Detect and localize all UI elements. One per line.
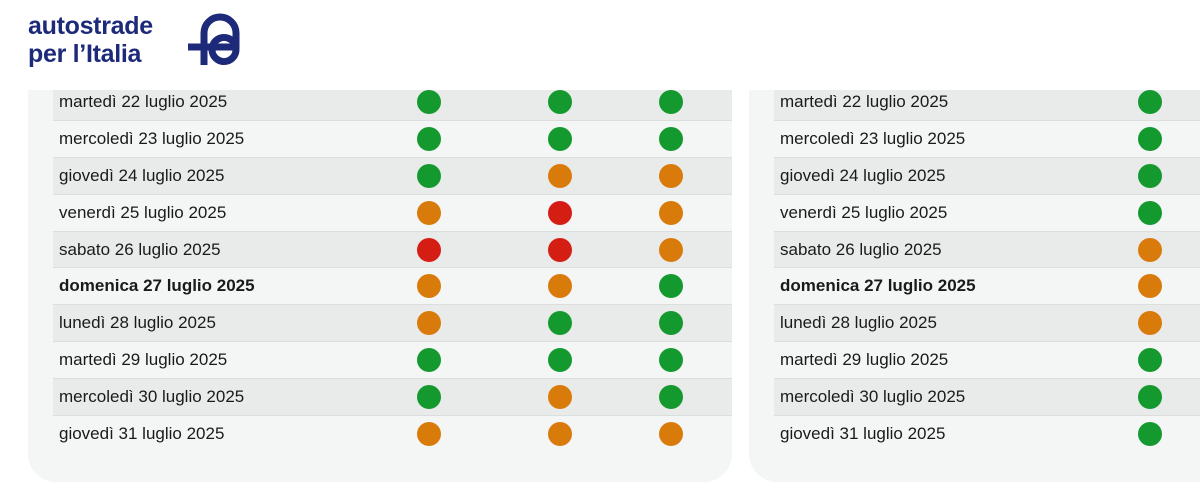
traffic-level-green-icon <box>659 348 683 373</box>
traffic-level-orange-icon <box>1138 237 1162 262</box>
traffic-level-green-icon <box>417 126 441 151</box>
traffic-level-orange-icon <box>1138 274 1162 299</box>
forecast-table-right: martedì 22 luglio 2025 mercoledì 23 lugli… <box>774 84 1200 452</box>
traffic-level-green-icon <box>1138 348 1162 373</box>
traffic-level-red-icon <box>548 237 572 262</box>
table-row: domenica 27 luglio 2025 <box>774 268 1200 306</box>
traffic-forecast-panel-left: martedì 22 luglio 2025 mercoledì 23 lugli… <box>28 40 732 482</box>
traffic-level-orange-icon <box>659 237 683 262</box>
traffic-level-green-icon <box>659 274 683 299</box>
row-date: giovedì 31 luglio 2025 <box>780 424 946 444</box>
row-date: giovedì 31 luglio 2025 <box>59 424 225 444</box>
traffic-level-green-icon <box>1138 163 1162 188</box>
table-row: giovedì 31 luglio 2025 <box>53 416 732 452</box>
row-date: mercoledì 30 luglio 2025 <box>59 387 245 407</box>
table-row: domenica 27 luglio 2025 <box>53 268 732 306</box>
table-row: martedì 22 luglio 2025 <box>53 84 732 121</box>
table-row: lunedì 28 luglio 2025 <box>53 305 732 343</box>
row-date: domenica 27 luglio 2025 <box>780 276 976 296</box>
row-date: giovedì 24 luglio 2025 <box>780 165 946 185</box>
table-row: mercoledì 23 luglio 2025 <box>53 120 732 158</box>
row-date: mercoledì 23 luglio 2025 <box>59 128 245 148</box>
traffic-level-green-icon <box>548 348 572 373</box>
brand-mark-icon <box>188 13 240 65</box>
table-row: sabato 26 luglio 2025 <box>774 231 1200 269</box>
traffic-level-green-icon <box>659 311 683 336</box>
row-date: martedì 29 luglio 2025 <box>780 350 949 370</box>
traffic-level-green-icon <box>417 163 441 188</box>
traffic-level-red-icon <box>548 200 572 225</box>
traffic-level-orange-icon <box>548 274 572 299</box>
traffic-level-orange-icon <box>548 422 572 447</box>
table-row: venerdì 25 luglio 2025 <box>774 194 1200 232</box>
forecast-table-left: martedì 22 luglio 2025 mercoledì 23 lugli… <box>53 84 732 452</box>
traffic-level-green-icon <box>417 385 441 410</box>
traffic-level-orange-icon <box>417 274 441 299</box>
row-date: martedì 22 luglio 2025 <box>59 92 228 111</box>
table-row: sabato 26 luglio 2025 <box>53 231 732 269</box>
row-date: martedì 29 luglio 2025 <box>59 350 228 370</box>
row-date: mercoledì 30 luglio 2025 <box>780 387 966 407</box>
row-date: sabato 26 luglio 2025 <box>59 239 221 259</box>
traffic-level-orange-icon <box>548 163 572 188</box>
traffic-level-orange-icon <box>417 422 441 447</box>
traffic-level-green-icon <box>659 385 683 410</box>
traffic-level-orange-icon <box>417 311 441 336</box>
traffic-level-green-icon <box>659 126 683 151</box>
traffic-level-green-icon <box>1138 90 1162 114</box>
table-row: mercoledì 30 luglio 2025 <box>774 379 1200 417</box>
row-date: martedì 22 luglio 2025 <box>780 92 949 111</box>
row-date: giovedì 24 luglio 2025 <box>59 165 225 185</box>
table-row: martedì 29 luglio 2025 <box>53 342 732 380</box>
traffic-level-green-icon <box>548 311 572 336</box>
traffic-level-green-icon <box>1138 422 1162 447</box>
table-row: martedì 29 luglio 2025 <box>774 342 1200 380</box>
traffic-level-orange-icon <box>548 385 572 410</box>
traffic-level-green-icon <box>548 126 572 151</box>
row-date: mercoledì 23 luglio 2025 <box>780 128 966 148</box>
traffic-level-red-icon <box>417 237 441 262</box>
table-row: giovedì 24 luglio 2025 <box>774 157 1200 195</box>
traffic-level-orange-icon <box>659 422 683 447</box>
table-row: mercoledì 23 luglio 2025 <box>774 120 1200 158</box>
table-row: giovedì 31 luglio 2025 <box>774 416 1200 452</box>
row-date: sabato 26 luglio 2025 <box>780 239 942 259</box>
row-date: lunedì 28 luglio 2025 <box>780 313 937 333</box>
table-row: martedì 22 luglio 2025 <box>774 84 1200 121</box>
brand-line-2: per l’Italia <box>28 40 142 68</box>
traffic-level-green-icon <box>548 90 572 114</box>
traffic-level-orange-icon <box>659 163 683 188</box>
traffic-level-green-icon <box>659 90 683 114</box>
traffic-forecast-panel-right: martedì 22 luglio 2025 mercoledì 23 lugli… <box>749 40 1200 482</box>
traffic-level-green-icon <box>1138 200 1162 225</box>
site-header: autostrade per l’Italia <box>0 0 1200 90</box>
table-row: venerdì 25 luglio 2025 <box>53 194 732 232</box>
traffic-level-green-icon <box>1138 126 1162 151</box>
traffic-level-orange-icon <box>1138 311 1162 336</box>
row-date: venerdì 25 luglio 2025 <box>780 202 948 222</box>
table-row: giovedì 24 luglio 2025 <box>53 157 732 195</box>
traffic-level-green-icon <box>1138 385 1162 410</box>
table-row: lunedì 28 luglio 2025 <box>774 305 1200 343</box>
brand-line-1: autostrade <box>28 12 153 40</box>
table-row: mercoledì 30 luglio 2025 <box>53 379 732 417</box>
traffic-level-green-icon <box>417 90 441 114</box>
row-date: lunedì 28 luglio 2025 <box>59 313 216 333</box>
row-date: venerdì 25 luglio 2025 <box>59 202 227 222</box>
traffic-level-green-icon <box>417 348 441 373</box>
traffic-level-orange-icon <box>659 200 683 225</box>
row-date: domenica 27 luglio 2025 <box>59 276 255 296</box>
brand-wordmark: autostrade per l’Italia <box>28 12 153 68</box>
traffic-level-orange-icon <box>417 200 441 225</box>
